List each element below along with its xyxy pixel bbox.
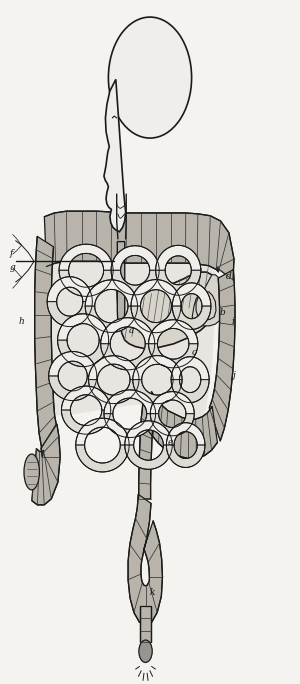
Text: c: c — [192, 348, 197, 358]
Polygon shape — [61, 410, 111, 434]
Ellipse shape — [108, 17, 192, 138]
Polygon shape — [172, 283, 211, 306]
Polygon shape — [85, 280, 137, 306]
Polygon shape — [85, 306, 137, 332]
Polygon shape — [76, 445, 129, 472]
Text: a: a — [129, 326, 135, 335]
Polygon shape — [172, 306, 211, 330]
Polygon shape — [101, 344, 155, 370]
Text: k: k — [149, 588, 155, 596]
Polygon shape — [156, 246, 201, 270]
Polygon shape — [125, 445, 172, 469]
Polygon shape — [171, 356, 209, 380]
Polygon shape — [47, 302, 92, 327]
Polygon shape — [88, 380, 139, 404]
Polygon shape — [59, 244, 113, 270]
Polygon shape — [101, 317, 155, 344]
Text: g: g — [10, 263, 16, 272]
Polygon shape — [111, 246, 159, 270]
Polygon shape — [148, 319, 198, 344]
Text: d: d — [226, 272, 232, 281]
Polygon shape — [140, 605, 152, 642]
Polygon shape — [166, 423, 205, 445]
Polygon shape — [139, 404, 154, 499]
Polygon shape — [49, 352, 97, 376]
Polygon shape — [104, 414, 156, 438]
Polygon shape — [192, 275, 224, 326]
Polygon shape — [58, 340, 109, 367]
Text: e: e — [168, 438, 173, 447]
Polygon shape — [58, 314, 109, 340]
Polygon shape — [117, 241, 125, 324]
Polygon shape — [131, 280, 181, 306]
Polygon shape — [88, 356, 139, 380]
Polygon shape — [116, 257, 218, 349]
Text: f: f — [10, 249, 13, 258]
Polygon shape — [156, 270, 201, 295]
Polygon shape — [111, 270, 159, 295]
Polygon shape — [171, 380, 209, 403]
Polygon shape — [150, 414, 194, 436]
Polygon shape — [104, 390, 156, 414]
Polygon shape — [148, 344, 198, 368]
Polygon shape — [59, 270, 113, 296]
Polygon shape — [35, 237, 56, 448]
Polygon shape — [76, 418, 129, 445]
Polygon shape — [133, 380, 182, 404]
Polygon shape — [133, 356, 182, 380]
Text: j: j — [232, 371, 236, 380]
Text: i: i — [232, 317, 235, 326]
Polygon shape — [104, 79, 126, 232]
Polygon shape — [61, 386, 111, 410]
Text: b: b — [220, 308, 226, 317]
Polygon shape — [49, 376, 97, 401]
Polygon shape — [146, 391, 218, 458]
Ellipse shape — [139, 640, 152, 662]
Polygon shape — [166, 445, 205, 467]
Polygon shape — [47, 277, 92, 302]
Ellipse shape — [24, 454, 39, 490]
Polygon shape — [125, 421, 172, 445]
Polygon shape — [209, 269, 235, 441]
Polygon shape — [150, 392, 194, 414]
Polygon shape — [131, 306, 181, 332]
Polygon shape — [128, 495, 163, 625]
Polygon shape — [44, 211, 234, 280]
Text: h: h — [19, 317, 24, 326]
Polygon shape — [32, 424, 60, 505]
Polygon shape — [43, 236, 215, 439]
